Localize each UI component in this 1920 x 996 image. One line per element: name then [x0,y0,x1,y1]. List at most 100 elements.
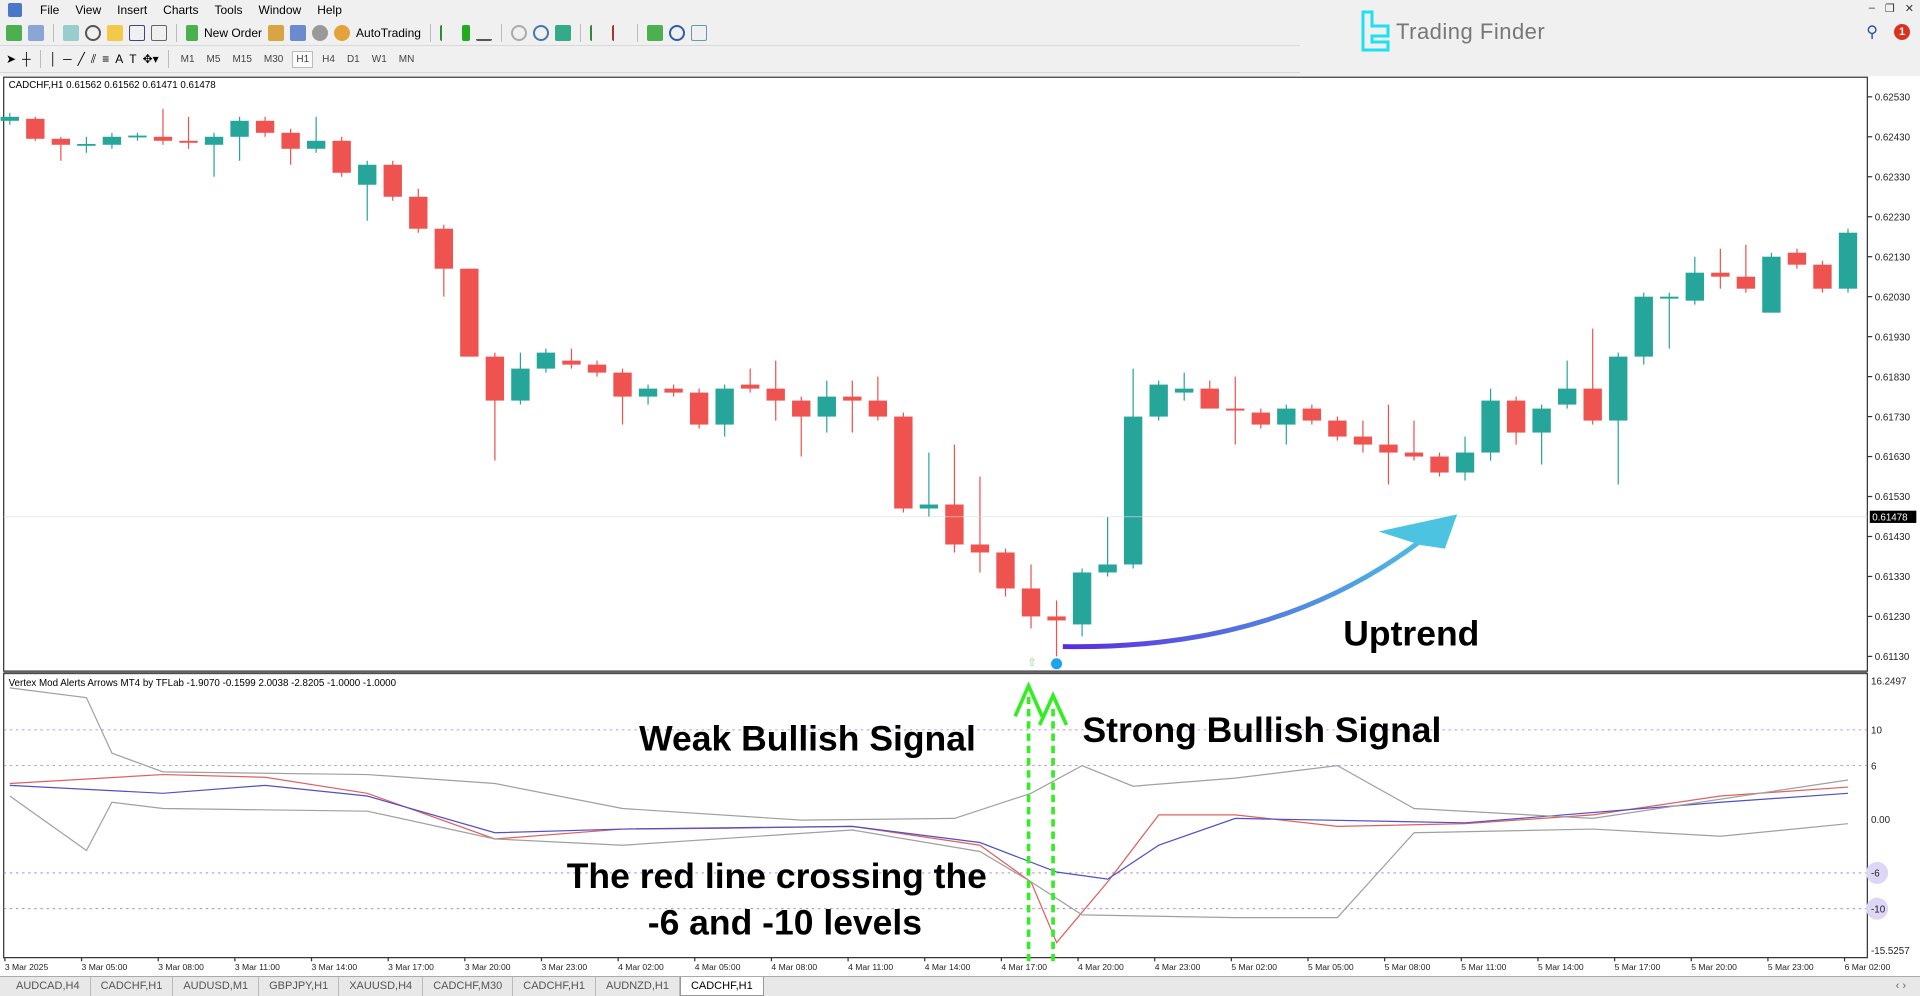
timeframe-m15[interactable]: M15 [232,53,252,65]
periods-icon[interactable] [668,24,685,41]
zoom-out-icon[interactable] [532,24,549,41]
bar-chart-icon[interactable] [439,24,456,41]
timeframe-m5[interactable]: M5 [206,53,221,65]
menu-help[interactable]: Help [317,3,342,17]
candle-body [434,228,453,269]
candle-body [1634,296,1653,357]
restore-icon[interactable]: ❐ [1884,3,1895,15]
indicators-icon[interactable] [646,24,663,41]
menu-tools[interactable]: Tools [214,3,243,17]
terminal-icon[interactable] [129,24,145,41]
candle-body [230,120,249,137]
candle-body [1353,436,1373,445]
candle-body [638,388,658,397]
weak-bullish-arrow-icon: ⇧ [1027,657,1036,669]
chart-tab[interactable]: CADCHF,M30 [423,977,514,996]
close-icon[interactable]: ✕ [1904,3,1914,15]
crosshair-tool-icon[interactable]: ┼ [22,52,31,66]
time-tick-label: 3 Mar 23:00 [541,962,587,972]
candle-body [945,504,964,545]
timeframe-w1[interactable]: W1 [371,53,387,65]
candle-body [102,136,122,145]
candle-body [1609,356,1628,421]
timeframe-h1[interactable]: H1 [292,50,314,68]
chart-tab[interactable]: AUDCAD,H4 [6,977,91,996]
chart-area[interactable]: ⇧ 0.62530 0.62430 0.62330 0.62230 0.62130 0.62… [0,76,1920,976]
zoom-in-icon[interactable] [510,24,527,41]
line-chart-icon[interactable] [475,25,492,41]
crossing-label-line2: -6 and -10 levels [648,902,922,942]
candle-body [741,384,760,389]
time-tick-label: 3 Mar 20:00 [465,962,511,972]
navigator-icon[interactable] [107,24,123,41]
candle-body [1583,388,1602,421]
chart-tab[interactable]: CADCHF,H1 [513,977,596,996]
candle-body [1047,616,1066,621]
candle-body [1455,452,1475,473]
trendline-icon[interactable]: ╱ [77,52,85,66]
templates-icon[interactable] [690,24,707,41]
menu-view[interactable]: View [75,3,102,17]
timeframe-mn[interactable]: MN [398,53,415,65]
time-tick-label: 4 Mar 11:00 [848,962,893,972]
chart-tab[interactable]: XAUUSD,H4 [339,977,424,996]
timeframe-h4[interactable]: H4 [322,53,335,65]
arrows-icon[interactable]: ✥▾ [142,52,159,66]
candle-body [383,164,402,197]
autoscroll-icon[interactable] [611,24,628,41]
text-icon[interactable]: A [115,52,124,66]
chart-tab[interactable]: GBPJPY,H1 [259,977,340,996]
new-chart-icon[interactable] [6,24,22,41]
text-label-icon[interactable]: T [129,52,137,66]
tile-windows-icon[interactable] [554,24,571,41]
profiles-icon[interactable] [28,24,44,41]
menu-window[interactable]: Window [258,3,302,17]
new-order-button[interactable]: New Order [204,25,263,40]
candle-body [1098,564,1117,573]
chart-tab[interactable]: AUDUSD,M1 [173,977,260,996]
search-icon[interactable]: ⚲ [1866,24,1878,41]
notification-badge[interactable]: 1 [1894,24,1910,40]
market-icon[interactable] [312,24,329,41]
signals-icon[interactable] [290,24,307,41]
fibonacci-icon[interactable]: ≡ [102,52,110,66]
vertical-line-icon[interactable]: │ [49,52,58,66]
minimize-icon[interactable]: – [1868,2,1875,14]
cursor-icon[interactable]: ➤ [6,52,17,66]
channel-icon[interactable]: ⫽ [90,51,97,66]
candle-body [1251,412,1270,425]
menu-charts[interactable]: Charts [163,3,199,17]
candlestick-icon[interactable] [461,24,470,41]
chart-shift-icon[interactable] [589,24,606,41]
market-watch-icon[interactable] [63,24,79,41]
timeframe-m1[interactable]: M1 [180,53,195,65]
uptrend-arrow [1062,524,1441,650]
menu-insert[interactable]: Insert [117,3,148,17]
menu-file[interactable]: File [40,3,60,17]
metaeditor-icon[interactable] [268,24,285,41]
candle-body [1404,452,1424,457]
candle-body [1736,276,1756,289]
timeframe-m30[interactable]: M30 [263,53,284,65]
indicator-tick-label: -10 [1871,904,1886,915]
candle-body [1379,444,1398,453]
timeframe-d1[interactable]: D1 [346,53,360,65]
standard-toolbar: New Order AutoTrading [0,20,1300,46]
chart-tab-active[interactable]: CADCHF,H1 [679,977,764,996]
price-tick-label: 0.61830 [1875,372,1911,383]
chart-tab[interactable]: CADCHF,H1 [91,977,174,996]
time-tick-label: 4 Mar 14:00 [925,962,971,972]
autotrading-button[interactable]: AutoTrading [356,25,421,40]
crosshair-icon[interactable] [85,24,101,41]
chart-tab[interactable]: AUDNZD,H1 [596,977,680,996]
candle-body [1277,408,1296,425]
price-tick-label: 0.61930 [1875,332,1911,343]
candle-body [1506,400,1526,433]
tester-icon[interactable] [151,24,167,41]
candle-body [1787,252,1807,265]
horizontal-line-icon[interactable]: ─ [63,52,72,66]
current-price-label: 0.61478 [1872,512,1908,523]
candle-body [1532,408,1551,433]
tab-scroll-arrows[interactable]: ‹ › [1895,980,1906,992]
candle-body [153,136,173,141]
